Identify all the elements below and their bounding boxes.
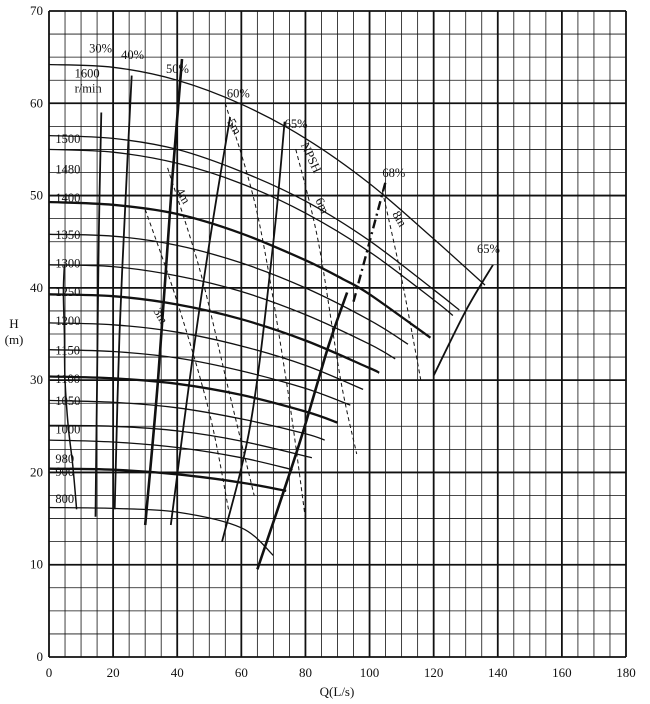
speed-curve-1400 (48, 200, 432, 339)
speed-label: 980 (55, 452, 74, 466)
x-tick-label: 180 (616, 665, 636, 680)
efficiency-curve-40pct (113, 75, 133, 510)
speed-label: 1100 (55, 372, 80, 386)
y-tick-label: 20 (30, 464, 43, 479)
speed-unit-label: r/min (75, 81, 103, 95)
speed-label: 1050 (55, 394, 80, 408)
npsh-curve-3m (144, 209, 229, 510)
chart-series (48, 58, 494, 570)
npsh-curve-4m (167, 167, 255, 496)
speed-label: 1480 (55, 162, 80, 176)
y-tick-label: 70 (30, 3, 43, 18)
speed-curve-1250 (48, 293, 380, 374)
efficiency-label: 68% (382, 166, 405, 180)
y-tick-label: 60 (30, 95, 43, 110)
y-tick-label: 10 (30, 557, 43, 572)
npsh-label: 3m (151, 305, 171, 326)
x-tick-label: 20 (107, 665, 120, 680)
efficiency-curve-60pct (169, 116, 231, 526)
y-tick-label: 30 (30, 372, 43, 387)
speed-curve-1500 (48, 134, 460, 311)
x-tick-label: 120 (424, 665, 444, 680)
efficiency-curve-50pct (143, 58, 184, 526)
efficiency-curve-30pct (94, 112, 103, 517)
x-axis-label: Q(L/s) (320, 684, 355, 699)
y-axis-unit: (m) (5, 332, 24, 347)
speed-curve-1150 (48, 349, 351, 406)
speed-label: 1200 (55, 314, 80, 328)
speed-curve-800 (48, 506, 274, 556)
efficiency-curve-68pct (352, 181, 387, 303)
npsh-curve-5m (224, 103, 306, 519)
efficiency-label: 65% (285, 117, 308, 131)
speed-curve-1200 (48, 322, 364, 390)
npsh-curve-8m (381, 190, 422, 381)
speed-label: 1400 (55, 191, 80, 205)
chart-grid (48, 10, 627, 658)
boundary-curve (62, 264, 78, 510)
efficiency-label: 65% (477, 242, 500, 256)
speed-label: 1000 (55, 423, 80, 437)
npsh-label: 6m (312, 196, 332, 217)
speed-curve-1480 (48, 148, 454, 317)
x-tick-label: 40 (171, 665, 184, 680)
npsh-label: 8m (389, 209, 409, 230)
speed-curve-1350 (48, 233, 409, 345)
speed-label: 1250 (55, 285, 80, 299)
efficiency-label: 30% (89, 42, 112, 56)
efficiency-label: 60% (227, 87, 250, 101)
efficiency-label: 40% (121, 48, 144, 62)
x-tick-label: 160 (552, 665, 572, 680)
speed-label: 1500 (55, 132, 80, 146)
speed-label: 900 (55, 465, 74, 479)
x-tick-label: 100 (360, 665, 380, 680)
speed-label: 1350 (55, 228, 80, 242)
y-axis-label: H (9, 316, 18, 331)
npsh-label: 4m (173, 185, 193, 206)
y-tick-label: 50 (30, 188, 43, 203)
x-tick-label: 0 (46, 665, 53, 680)
axis-ticks: 0 20 40 60 80 100 120 140 160 180 0 10 20 30 40 50 60 70 (30, 3, 636, 680)
speed-curve-1600 (48, 63, 486, 286)
speed-label: 1150 (55, 343, 80, 357)
speed-curve-1100 (48, 375, 338, 424)
x-tick-label: 60 (235, 665, 248, 680)
speed-curve-980 (48, 439, 293, 471)
speed-label: 1600 (75, 66, 100, 80)
x-tick-label: 80 (299, 665, 312, 680)
efficiency-curve-65pct (432, 264, 494, 376)
y-tick-label: 0 (37, 649, 44, 664)
x-tick-label: 140 (488, 665, 508, 680)
npsh-label: NPSH (298, 140, 324, 175)
y-tick-label: 40 (30, 280, 43, 295)
npsh-curve-npsh-6m (295, 149, 358, 455)
speed-curve-1000 (48, 424, 313, 459)
speed-curve-1050 (48, 399, 325, 441)
efficiency-curve-65pct (256, 292, 349, 570)
speed-label: 1300 (55, 257, 80, 271)
efficiency-label: 50% (166, 62, 189, 76)
efficiency-curve-65pct (221, 121, 286, 542)
speed-label: 800 (55, 492, 74, 506)
speed-curve-1300 (48, 264, 396, 360)
